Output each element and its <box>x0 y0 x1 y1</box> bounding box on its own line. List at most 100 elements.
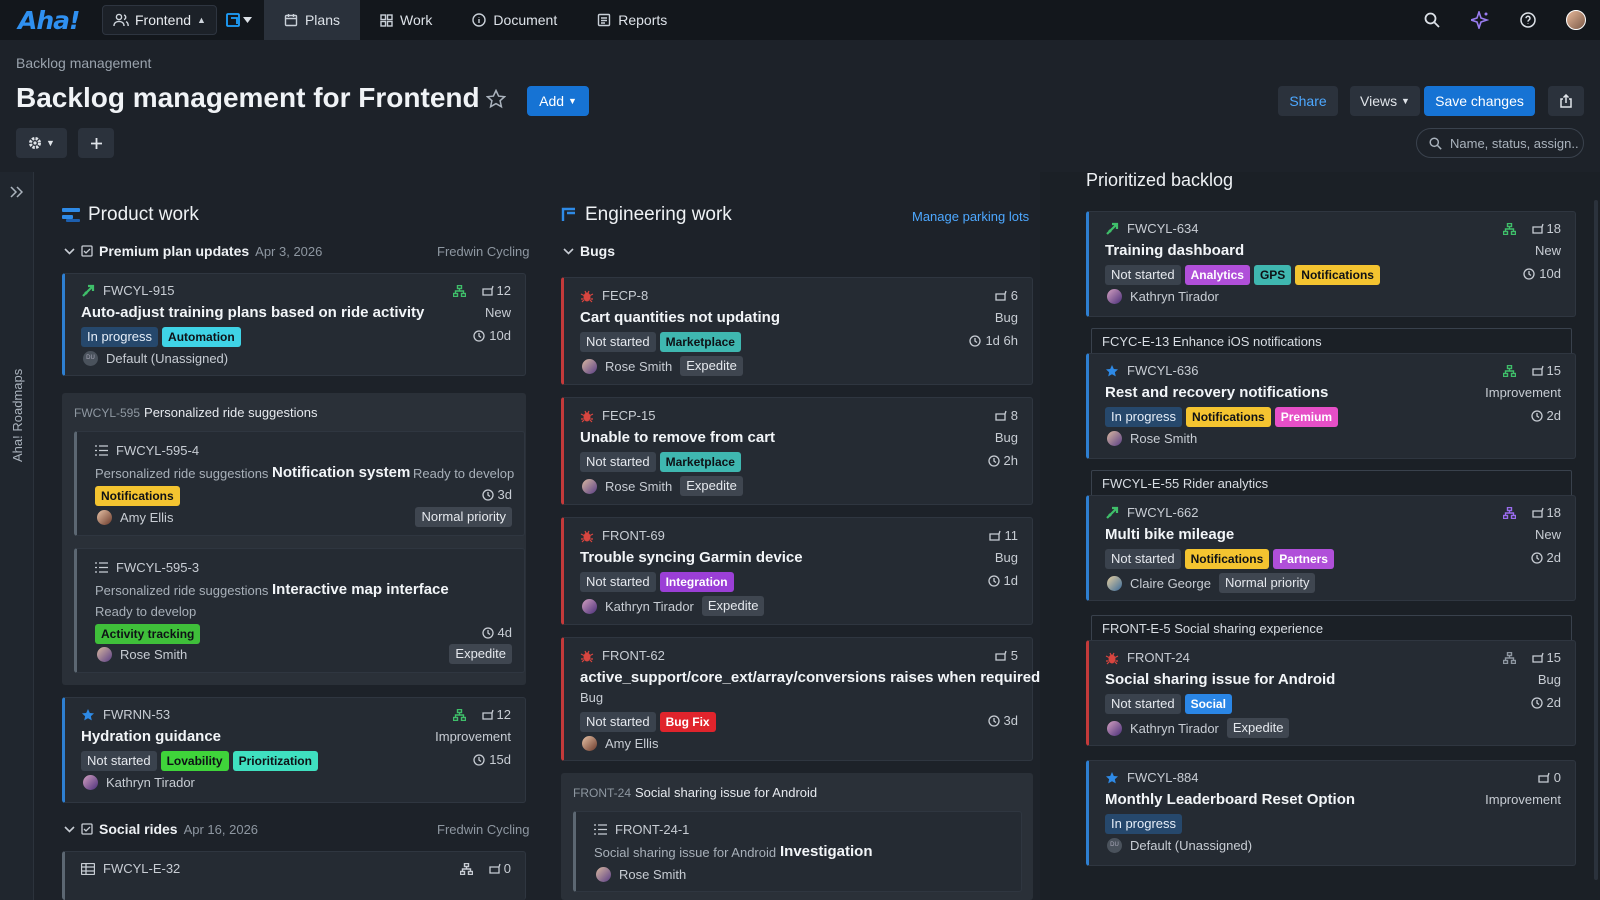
status-badge[interactable]: Not started <box>1105 549 1181 569</box>
expand-chevrons-icon[interactable] <box>10 186 23 198</box>
card-title[interactable]: Monthly Leaderboard Reset Option <box>1105 791 1356 808</box>
manage-parking-lots-link[interactable]: Manage parking lots <box>912 209 1030 224</box>
tag[interactable]: Activity tracking <box>95 624 201 644</box>
roadmaps-sidebar[interactable]: Aha! Roadmaps <box>0 172 34 900</box>
card-title[interactable]: Auto-adjust training plans based on ride… <box>81 304 425 321</box>
tag[interactable]: Automation <box>162 327 241 347</box>
backlog-card[interactable]: FWCYL-636 15 Rest and recovery notificat… <box>1086 353 1576 459</box>
export-button[interactable] <box>1548 86 1584 116</box>
status-badge[interactable]: In progress <box>1105 407 1183 427</box>
priority-badge[interactable]: Expedite <box>1226 718 1290 738</box>
priority-badge[interactable]: Normal priority <box>415 507 512 527</box>
backlog-card[interactable]: FWCYL-884 0 Monthly Leaderboard Reset Op… <box>1086 760 1576 866</box>
card-title[interactable]: Notification system <box>272 464 411 481</box>
help-button[interactable] <box>1504 0 1552 40</box>
status-badge[interactable]: In progress <box>81 327 159 347</box>
assignee[interactable]: Rose Smith <box>97 647 187 662</box>
assignee[interactable]: Rose Smith Expedite <box>582 476 743 496</box>
priority-badge[interactable]: Expedite <box>680 476 743 496</box>
assignee[interactable]: DU Default (Unassigned) <box>83 351 228 366</box>
assignee[interactable]: Kathryn Tirador <box>1107 289 1219 304</box>
add-button[interactable]: Add ▼ <box>527 86 589 116</box>
assignee[interactable]: Kathryn Tirador <box>83 775 195 790</box>
card-title[interactable]: Trouble syncing Garmin device <box>580 549 803 566</box>
tools-menu[interactable] <box>225 12 252 28</box>
chevron-down-icon[interactable] <box>64 825 75 833</box>
settings-button[interactable]: ▼ <box>16 128 67 158</box>
status-badge[interactable]: Not started <box>1105 694 1181 714</box>
aha-logo[interactable]: Aha! <box>18 5 80 35</box>
search-box[interactable] <box>1416 128 1584 158</box>
bug-card[interactable]: FRONT-62 5 active_support/core_ext/array… <box>561 637 1040 761</box>
views-button[interactable]: Views ▼ <box>1350 86 1420 116</box>
nav-plans[interactable]: Plans <box>263 0 360 40</box>
priority-badge[interactable]: Expedite <box>680 356 743 376</box>
requirement-card[interactable]: FWCYL-595-4 Personalized ride suggestion… <box>74 431 525 536</box>
card-title[interactable]: Unable to remove from cart <box>580 429 776 446</box>
tag[interactable]: Marketplace <box>659 332 741 352</box>
nav-work[interactable]: Work <box>360 0 452 40</box>
card-title[interactable]: Multi bike mileage <box>1105 526 1235 543</box>
backlog-card[interactable]: FWCYL-662 18 Multi bike mileage New Not … <box>1086 495 1576 601</box>
tag[interactable]: GPS <box>1253 265 1292 285</box>
tag[interactable]: Notifications <box>1295 265 1380 285</box>
assignee[interactable]: Kathryn Tirador Expedite <box>582 596 765 616</box>
epic-card[interactable]: FWCYL-E-32 0 <box>62 851 526 900</box>
tag[interactable]: Notifications <box>1184 549 1270 569</box>
tag[interactable]: Notifications <box>95 486 180 506</box>
tag[interactable]: Bug Fix <box>659 712 716 732</box>
epic-header[interactable]: FRONT-E-5 Social sharing experience <box>1091 615 1572 642</box>
chevron-down-icon[interactable] <box>64 247 75 255</box>
status-badge[interactable]: Not started <box>580 452 656 472</box>
tag[interactable]: Partners <box>1273 549 1334 569</box>
tag[interactable]: Social <box>1184 694 1232 714</box>
breadcrumb[interactable]: Backlog management <box>16 55 152 71</box>
feature-card[interactable]: FWRNN-53 12 Hydration guidance Improveme… <box>62 697 526 803</box>
assignee[interactable]: Amy Ellis <box>582 736 658 751</box>
card-title[interactable]: Investigation <box>780 843 873 860</box>
status-badge[interactable]: Not started <box>580 332 656 352</box>
requirement-card[interactable]: FWCYL-595-3 Personalized ride suggestion… <box>74 548 525 673</box>
assignee[interactable]: Kathryn Tirador Expedite <box>1107 718 1290 738</box>
tag[interactable]: Integration <box>659 572 734 592</box>
status-badge[interactable]: Not started <box>580 712 656 732</box>
feature-card[interactable]: FWCYL-915 12 Auto-adjust training plans … <box>62 273 526 376</box>
tag[interactable]: Premium <box>1274 407 1339 427</box>
favorite-star-icon[interactable] <box>486 89 506 109</box>
assignee[interactable]: Rose Smith Expedite <box>582 356 743 376</box>
card-title[interactable]: Interactive map interface <box>272 581 449 598</box>
status-badge[interactable]: In progress <box>1105 814 1183 834</box>
bug-card[interactable]: FECP-8 6 Cart quantities not updating Bu… <box>561 277 1033 385</box>
epic-header[interactable]: FWCYL-E-55 Rider analytics <box>1091 470 1572 497</box>
nav-document[interactable]: Document <box>452 0 577 40</box>
card-title[interactable]: Training dashboard <box>1105 242 1245 259</box>
tag[interactable]: Marketplace <box>659 452 741 472</box>
profile-button[interactable] <box>1552 0 1600 40</box>
bug-card[interactable]: FECP-15 8 Unable to remove from cart Bug… <box>561 397 1033 505</box>
share-button[interactable]: Share <box>1278 86 1338 116</box>
chevron-down-icon[interactable] <box>563 247 574 255</box>
search-input[interactable] <box>1450 135 1578 151</box>
tag[interactable]: Lovability <box>160 751 229 771</box>
card-title[interactable]: Cart quantities not updating <box>580 309 780 326</box>
bugs-group-header[interactable]: Bugs <box>563 243 615 259</box>
priority-badge[interactable]: Expedite <box>701 596 765 616</box>
assignee[interactable]: Claire George Normal priority <box>1107 573 1316 593</box>
assignee[interactable]: Amy Ellis <box>97 510 173 525</box>
epic-header[interactable]: FCYC-E-13 Enhance iOS notifications <box>1091 328 1572 355</box>
card-title[interactable]: Rest and recovery notifications <box>1105 384 1329 401</box>
assignee[interactable]: Rose Smith <box>1107 431 1197 446</box>
release-group-header[interactable]: Social rides Apr 16, 2026 <box>64 821 258 837</box>
backlog-card[interactable]: FWCYL-634 18 Training dashboard New Not … <box>1086 211 1576 317</box>
card-title[interactable]: Social sharing issue for Android <box>1105 671 1336 688</box>
nav-reports[interactable]: Reports <box>577 0 687 40</box>
priority-badge[interactable]: Normal priority <box>1218 573 1316 593</box>
release-group-header[interactable]: Premium plan updates Apr 3, 2026 <box>64 243 322 259</box>
tag[interactable]: Analytics <box>1184 265 1250 285</box>
save-changes-button[interactable]: Save changes <box>1424 86 1535 116</box>
card-title[interactable]: Hydration guidance <box>81 728 222 745</box>
status-badge[interactable]: Not started <box>1105 265 1181 285</box>
add-column-button[interactable] <box>78 128 114 158</box>
card-title[interactable]: active_support/core_ext/array/conversion… <box>580 669 1041 686</box>
status-badge[interactable]: Not started <box>81 751 157 771</box>
